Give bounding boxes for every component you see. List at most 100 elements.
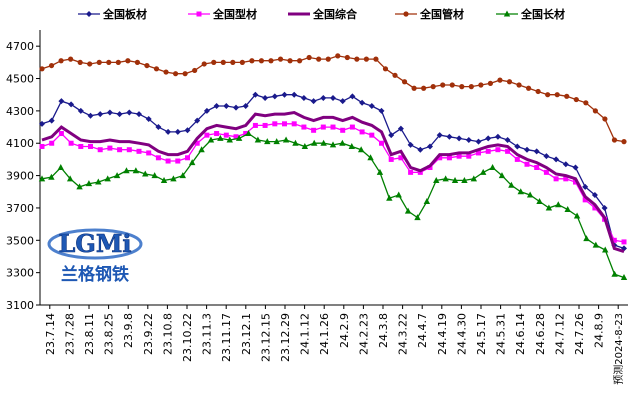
data-point [479,168,487,175]
data-point [123,167,130,174]
data-point [504,137,511,143]
data-point [194,117,201,124]
data-point [254,136,262,143]
data-point [401,79,408,85]
data-point [621,239,627,245]
data-point [252,91,259,98]
data-point [397,125,404,132]
data-point [505,148,511,154]
data-point [440,82,446,88]
data-point [498,172,506,179]
x-tick-label: 24.1.12 [299,313,312,355]
data-point [437,155,443,161]
data-point [583,235,590,242]
data-point [160,176,168,183]
data-point [214,131,220,137]
data-point [97,111,104,118]
data-point [407,141,414,148]
data-point [442,175,449,182]
data-point [376,168,384,175]
data-point [395,191,402,198]
data-point [339,98,346,105]
data-point [301,142,309,149]
data-point [348,142,355,149]
data-point [459,84,465,90]
logo-letters: LGMi [58,229,131,258]
data-point [268,58,274,64]
data-point [506,79,513,85]
data-point [192,67,198,74]
data-point [194,140,200,146]
x-tick-label: 23.9.8 [122,313,135,348]
y-ticks: 3100 3300 3500 3700 3900 4100 4300 4500 4700 [6,40,40,312]
data-point [48,62,55,69]
data-point [223,132,229,138]
data-point [107,145,113,151]
data-point [145,115,152,122]
data-point [516,82,522,88]
data-point [330,94,336,101]
data-point [172,71,179,77]
x-tick-label: 23.12.1 [240,313,253,355]
x-tick-label: 23.8.25 [103,313,116,355]
x-tick-label: 24.8.9 [593,313,606,348]
data-point [262,94,269,101]
data-point [524,146,530,153]
data-point [311,127,317,133]
legend-marker [196,11,202,17]
data-point [525,85,532,91]
data-point [320,124,326,130]
x-tick-label: 23.10.22 [181,313,194,362]
data-point [136,148,142,154]
data-point [476,150,481,156]
data-point [494,133,501,140]
data-point [533,148,540,155]
data-point [611,237,617,243]
data-point [449,82,455,88]
x-tick-label: 24.6.28 [534,313,547,355]
data-point [282,136,290,143]
data-point [68,101,75,108]
y-tick-label: 3100 [6,299,34,312]
x-tick-label: 23.11.17 [220,313,233,362]
data-point [534,165,540,170]
data-point [273,138,280,145]
data-point [311,139,318,146]
y-tick-label: 3900 [6,170,34,183]
data-point [456,153,462,159]
x-tick-label: 24.5.31 [495,313,508,355]
data-point [564,93,570,99]
data-point [272,121,278,127]
data-point [126,147,132,153]
legend: 全国板材 全国型材 全国综合 全国管材 全国长材 [78,7,565,21]
data-point [583,100,589,106]
data-point [398,155,404,161]
data-point [414,214,421,221]
data-point [611,137,618,143]
data-point [76,183,83,190]
data-point [554,92,560,98]
data-point [508,181,515,188]
data-point [514,156,520,162]
data-point [411,85,417,91]
data-point [95,178,102,185]
data-point [363,56,369,62]
data-point [235,134,243,141]
data-point [330,124,336,130]
data-point [478,82,484,88]
data-point [262,122,268,128]
data-point [155,124,162,131]
data-point [146,150,152,156]
x-tick-label: 24.3.22 [397,313,410,355]
data-point [601,204,608,211]
data-point [87,61,93,67]
x-tick-label-forecast: 预测2024-8-23 [612,313,625,385]
data-point [591,192,598,198]
data-point [562,161,569,168]
data-point [543,153,550,160]
data-point [436,132,443,139]
data-point [271,93,278,100]
data-point [543,169,549,175]
legend-marker [503,10,511,17]
data-point [514,143,521,150]
